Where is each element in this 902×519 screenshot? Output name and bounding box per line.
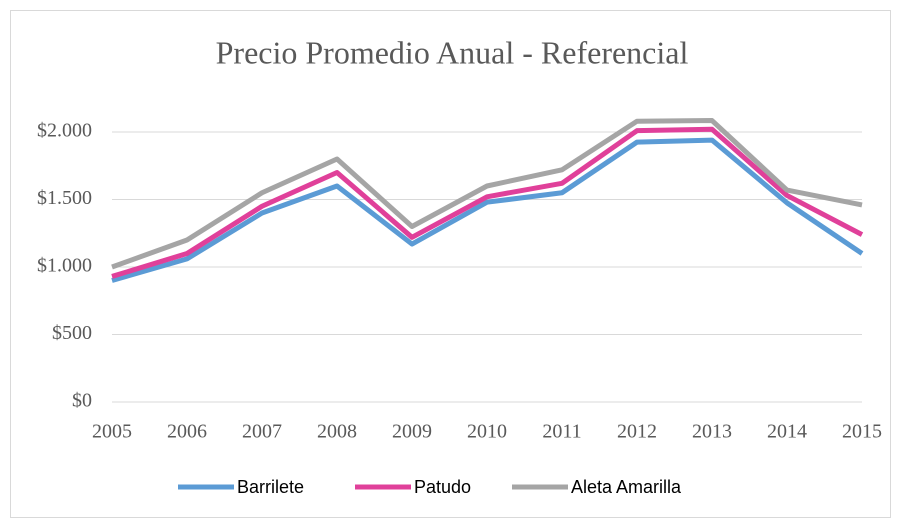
x-tick-label: 2008 <box>317 421 357 443</box>
series-line <box>111 118 863 270</box>
legend-label: Aleta Amarilla <box>571 477 682 497</box>
x-tick-label: 2012 <box>617 421 657 443</box>
y-tick-label: $2.000 <box>37 120 92 142</box>
chart-border <box>10 10 891 518</box>
legend-label: Patudo <box>414 477 471 497</box>
x-tick-label: 2006 <box>167 421 207 443</box>
legend-label: Barrilete <box>237 477 304 497</box>
y-tick-label: $500 <box>52 322 92 344</box>
series-line <box>111 137 864 283</box>
x-tick-label: 2015 <box>842 421 882 443</box>
x-tick-label: 2011 <box>542 421 581 443</box>
x-tick-label: 2014 <box>767 421 807 443</box>
y-tick-label: $0 <box>72 390 92 412</box>
chart-title: Precio Promedio Anual - Referencial <box>216 34 689 70</box>
x-tick-label: 2005 <box>92 421 132 443</box>
x-tick-label: 2010 <box>467 421 507 443</box>
x-tick-label: 2013 <box>692 421 732 443</box>
series-line <box>111 126 864 279</box>
y-tick-label: $1.500 <box>37 187 92 209</box>
x-tick-label: 2009 <box>392 421 432 443</box>
y-tick-label: $1.000 <box>37 255 92 277</box>
x-tick-label: 2007 <box>242 421 282 443</box>
